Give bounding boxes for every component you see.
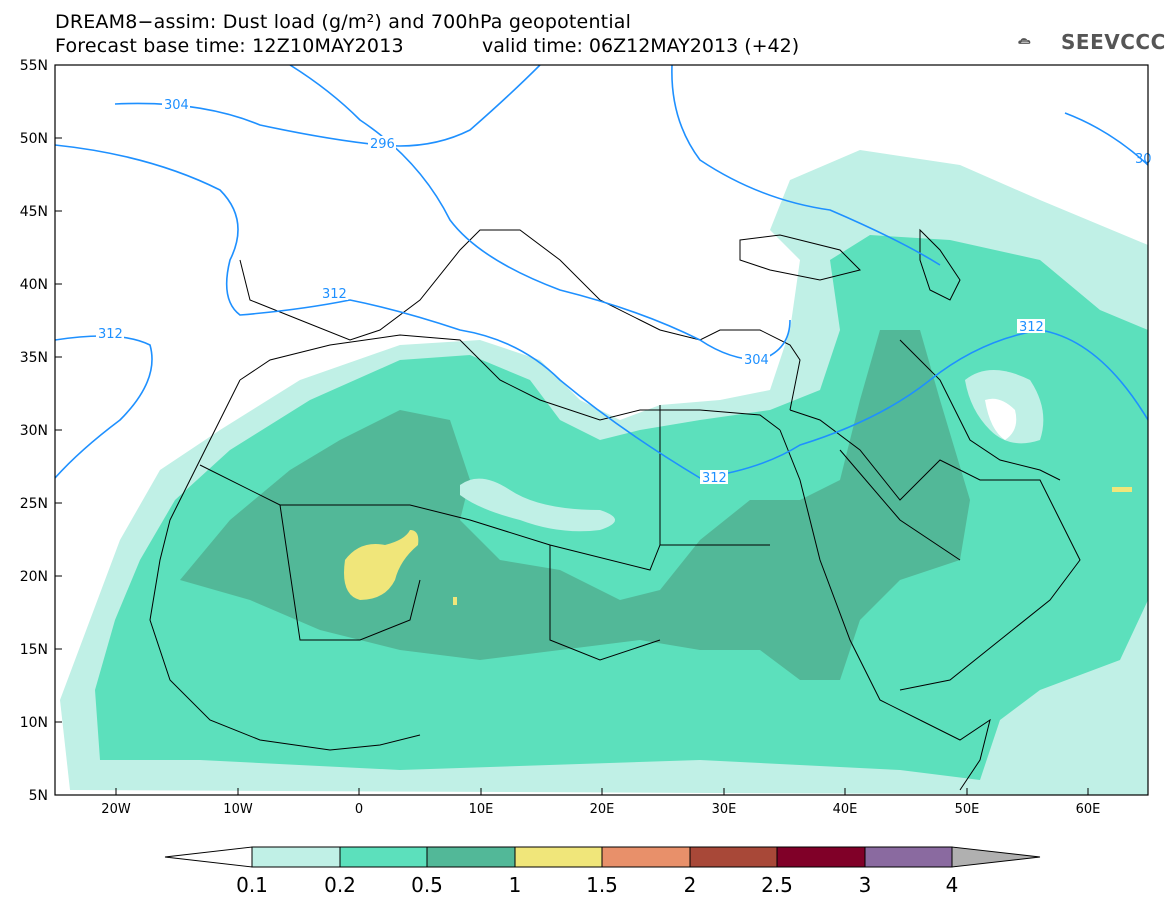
colorbar-label: 4 (946, 873, 959, 897)
colorbar-swatch (339, 846, 428, 868)
coast-west-africa (149, 379, 421, 751)
valid-time: valid time: 06Z12MAY2013 (+42) (482, 35, 800, 57)
lat-label: 55N (20, 58, 48, 74)
contour-ridge-east (671, 65, 941, 266)
lat-label: 40N (20, 277, 48, 293)
coast-north-africa (239, 334, 781, 431)
colorbar-swatch (776, 846, 866, 868)
border-saudi (839, 449, 961, 561)
contour-label-304-nw: 304 (164, 98, 189, 113)
lat-ticks (55, 137, 62, 723)
colorbar-swatch (601, 846, 691, 868)
contour-label-312-iran: 312 (1019, 320, 1044, 335)
logo-text: SEEVCCC (1061, 30, 1165, 54)
lon-label: 40E (833, 802, 858, 817)
colorbar-label: 1 (509, 873, 522, 897)
border-chad (549, 545, 661, 661)
lon-label: 50E (955, 802, 980, 817)
lat-label: 45N (20, 204, 48, 220)
contour-label-30-ne: 30 (1135, 152, 1152, 167)
colorbar-label: 2 (684, 873, 697, 897)
colorbar-label: 0.5 (411, 873, 443, 897)
border-sahara (199, 464, 770, 571)
colorbar-label: 0.1 (236, 873, 268, 897)
contour-label-312-spain: 312 (322, 287, 347, 302)
lon-axis: 20W 10W 0 10E 20E 30E 40E 50E 60E (101, 802, 1100, 817)
dust-hole-sahara (460, 478, 615, 532)
colorbar-left-arrow (164, 846, 253, 868)
border-mali (279, 504, 421, 641)
lat-label: 35N (20, 350, 48, 366)
colorbar-label: 1.5 (586, 873, 618, 897)
colorbar-swatch (426, 846, 516, 868)
contour-label-296: 296 (370, 137, 395, 152)
colorbar-labels: 0.1 0.2 0.5 1 1.5 2 2.5 3 4 (236, 873, 958, 897)
map-title: DREAM8−assim: Dust load (g/m²) and 700hP… (55, 11, 632, 33)
coast-arabia (789, 409, 1081, 691)
colorbar-label: 2.5 (761, 873, 793, 897)
contour-label-312-atlantic: 312 (98, 327, 123, 342)
colorbar-label: 3 (859, 873, 872, 897)
lat-label: 30N (20, 423, 48, 439)
forecast-base-time: Forecast base time: 12Z10MAY2013 (55, 35, 404, 57)
dust-level-1-small (453, 597, 457, 605)
lat-label: 15N (20, 642, 48, 658)
colorbar-swatch (251, 846, 341, 868)
colorbar-label: 0.2 (324, 873, 356, 897)
lat-label: 5N (29, 788, 48, 804)
colorbar-swatch (864, 846, 953, 868)
colorbar-swatch (514, 846, 603, 868)
dust-fields (55, 65, 1148, 795)
lon-label: 0 (355, 802, 363, 817)
coast-europe (239, 229, 801, 411)
colorbar-right-arrow (951, 846, 1041, 868)
coast-black-sea (739, 234, 861, 281)
coastlines (149, 228, 1081, 791)
lat-label: 10N (20, 715, 48, 731)
lat-label: 25N (20, 496, 48, 512)
contour-304-north (114, 65, 541, 147)
dust-level-1 (344, 530, 419, 600)
contour-label-304-levant: 304 (744, 353, 769, 368)
colorbar-swatch (689, 846, 778, 868)
lat-label: 50N (20, 131, 48, 147)
lon-label: 20E (590, 802, 615, 817)
lon-label: 10E (469, 802, 494, 817)
lon-label: 20W (101, 802, 131, 817)
lon-label: 10W (223, 802, 253, 817)
coast-horn (919, 718, 991, 791)
coast-gulf (899, 339, 1061, 481)
cloud-logo-icon (1018, 38, 1031, 44)
dust-hole-arabia-core (985, 398, 1017, 440)
colorbar (164, 846, 1041, 868)
lat-axis: 55N 50N 45N 40N 35N 30N 25N 20N 15N 10N … (20, 58, 48, 804)
lon-label: 60E (1076, 802, 1101, 817)
coast-red-sea (779, 429, 921, 721)
dust-level-1-gulf (1112, 487, 1132, 492)
coast-caspian (919, 228, 961, 301)
contour-30-ne (1064, 112, 1148, 166)
lon-ticks (115, 788, 1089, 795)
lat-label: 20N (20, 569, 48, 585)
contour-label-312-egypt: 312 (702, 471, 727, 486)
lon-label: 30E (712, 802, 737, 817)
contour-312-west (55, 144, 1148, 479)
